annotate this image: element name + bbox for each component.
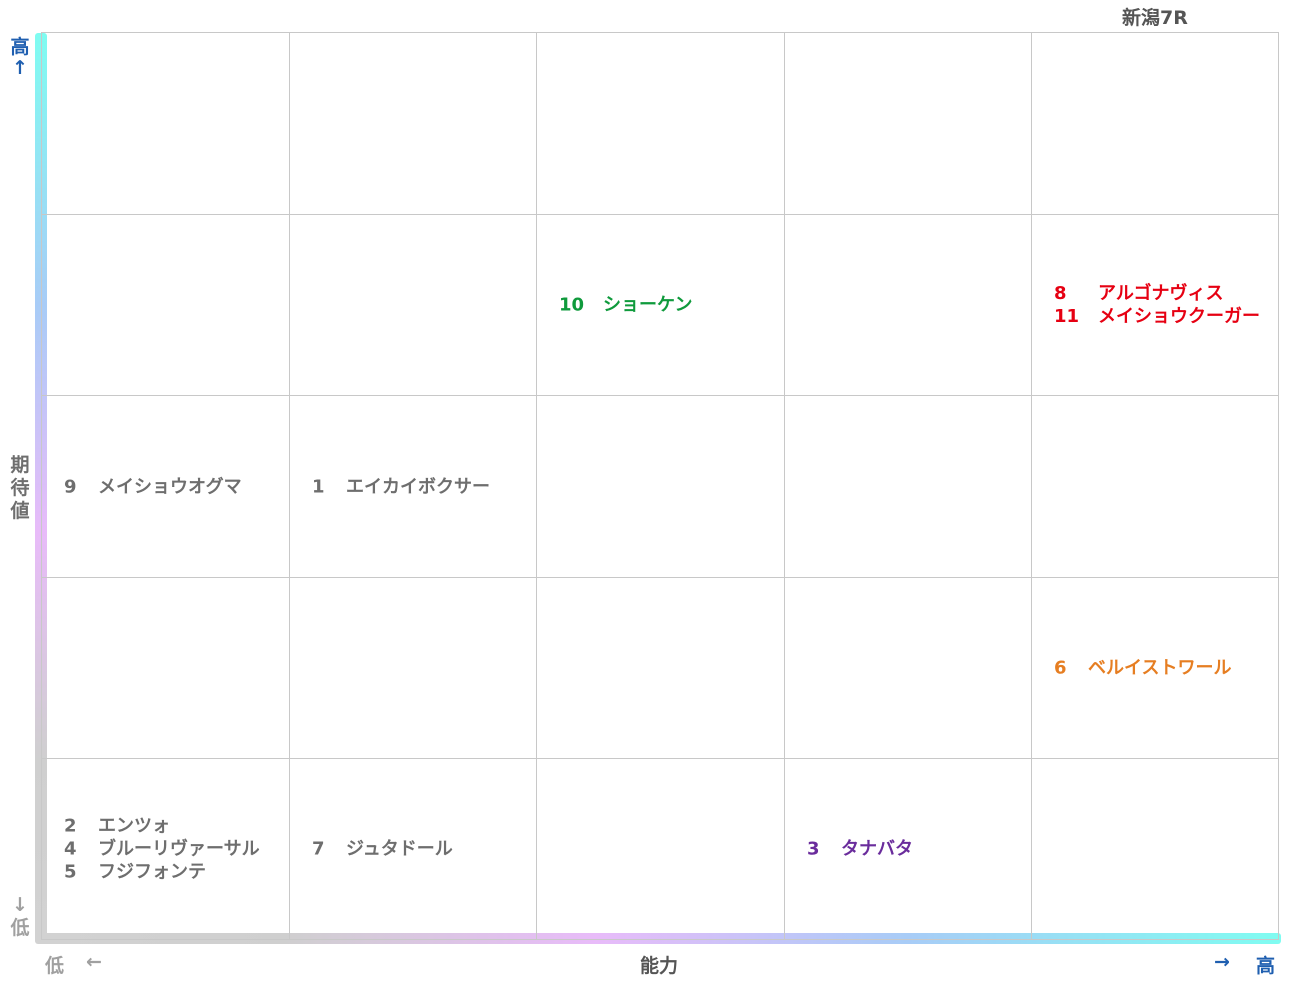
right-arrow-icon: → [1214,951,1230,973]
grid-cell-r1-c2 [289,33,536,215]
y-axis-label-2: 待 [10,477,30,499]
grid-cell-r1-c4 [784,33,1031,215]
horse-entry: 7 ジュタドール [312,838,532,861]
horse-entry: 5 フジフォンテ [64,861,285,884]
horse-entry-group: 2 エンツォ 4 ブルーリヴァーサル 5 フジフォンテ [64,815,285,884]
x-axis-low-label: 低 [45,955,65,977]
left-arrow-icon: ← [86,951,102,973]
grid-cell-r2-c3: 10 ショーケン [536,215,784,396]
horse-entry-group: 9 メイショウオグマ [64,475,285,498]
grid-cell-r3-c3 [536,396,784,578]
grid-cell-r1-c5 [1031,33,1279,215]
horse-name: メイショウクーガー [1098,306,1260,327]
grid-cell-r4-c3 [536,578,784,759]
x-axis-label: 能力 [640,955,679,977]
grid-cell-r4-c5: 6 ベルイストワール [1031,578,1279,759]
grid-cell-r5-c1: 2 エンツォ 4 ブルーリヴァーサル 5 フジフォンテ [41,759,289,940]
horse-name: ジュタドール [346,838,453,860]
x-axis-bar [35,933,1281,944]
horse-entry-group: 3 タナバタ [807,838,1027,861]
horse-entry: 2 エンツォ [64,815,285,838]
horse-entry: 6 ベルイストワール [1054,657,1275,680]
horse-name: エンツォ [98,815,170,837]
horse-entry-group: 7 ジュタドール [312,838,532,861]
down-arrow-icon: ↓ [12,894,28,916]
horse-name: エイカイボクサー [346,476,490,497]
horse-number: 9 [64,476,77,497]
horse-name: ベルイストワール [1088,657,1232,679]
grid-cell-r3-c2: 1 エイカイボクサー [289,396,536,578]
horse-name: アルゴナヴィス [1098,283,1224,304]
horse-entry: 10 ショーケン [559,294,780,317]
x-axis-high-label: 高 [1256,955,1276,977]
grid-cell-r5-c4: 3 タナバタ [784,759,1031,940]
horse-number: 3 [807,838,820,860]
horse-number: 6 [1054,657,1067,679]
horse-entry-group: 10 ショーケン [559,294,780,317]
y-axis-label-3: 値 [10,500,30,522]
grid-cell-r3-c4 [784,396,1031,578]
horse-number: 10 [559,294,585,316]
grid-cell-r5-c2: 7 ジュタドール [289,759,536,940]
grid-cell-r4-c1 [41,578,289,759]
chart-title: 新潟7R [1122,7,1188,29]
horse-entry-group: 6 ベルイストワール [1054,657,1275,680]
grid-cell-r4-c4 [784,578,1031,759]
horse-name: フジフォンテ [98,861,206,883]
horse-name: ブルーリヴァーサル [98,838,260,860]
grid-cell-r1-c3 [536,33,784,215]
horse-entry-group: 1 エイカイボクサー [312,475,532,498]
up-arrow-icon: ↑ [12,57,28,79]
horse-number: 7 [312,838,325,860]
horse-number: 5 [64,861,77,883]
horse-number: 11 [1054,306,1080,327]
horse-entry: 8 アルゴナヴィス [1054,282,1275,305]
grid-cell-r2-c1 [41,215,289,396]
horse-entry: 9 メイショウオグマ [64,475,285,498]
y-axis-high-label: 高 [10,36,30,58]
rating-grid: 10 ショーケン 8 アルゴナヴィス 11 メイショウクーガー 9 メイショウオグマ 1 エイカイ… [41,32,1279,940]
grid-cell-r5-c5 [1031,759,1279,940]
horse-name: ショーケン [603,294,693,316]
horse-entry: 4 ブルーリヴァーサル [64,838,285,861]
grid-cell-r3-c1: 9 メイショウオグマ [41,396,289,578]
horse-name: メイショウオグマ [98,476,242,497]
grid-cell-r5-c3 [536,759,784,940]
horse-entry-group: 8 アルゴナヴィス 11 メイショウクーガー [1054,282,1275,328]
grid-cell-r2-c4 [784,215,1031,396]
horse-number: 1 [312,476,325,497]
grid-cell-r2-c2 [289,215,536,396]
grid-cell-r1-c1 [41,33,289,215]
horse-entry: 3 タナバタ [807,838,1027,861]
horse-entry: 1 エイカイボクサー [312,475,532,498]
horse-number: 4 [64,838,77,860]
y-axis-label-1: 期 [10,454,30,476]
grid-cell-r2-c5: 8 アルゴナヴィス 11 メイショウクーガー [1031,215,1279,396]
horse-number: 8 [1054,283,1067,304]
horse-number: 2 [64,815,77,837]
horse-entry: 11 メイショウクーガー [1054,305,1275,328]
grid-cell-r3-c5 [1031,396,1279,578]
grid-cell-r4-c2 [289,578,536,759]
horse-name: タナバタ [841,838,913,860]
y-axis-low-label: 低 [10,917,30,939]
